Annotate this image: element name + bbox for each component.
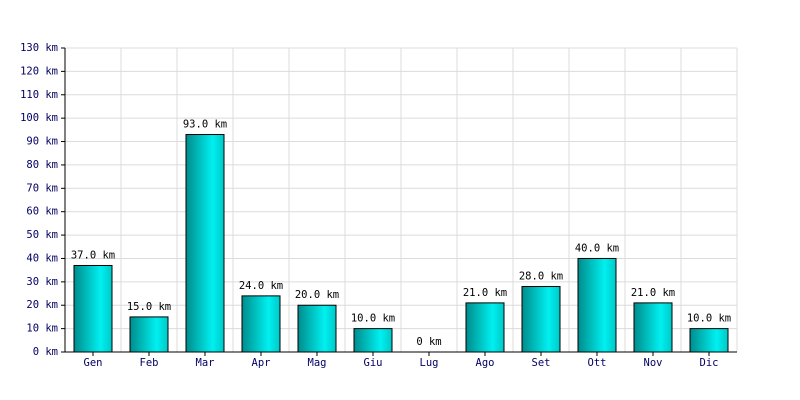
y-tick-label: 40 km <box>26 252 58 264</box>
x-tick-label: Mar <box>196 357 215 369</box>
bar <box>129 316 169 353</box>
x-tick-label: Apr <box>252 357 271 369</box>
data-label: 93.0 km <box>183 119 227 131</box>
bar <box>465 302 505 353</box>
data-label: 21.0 km <box>631 287 675 299</box>
data-label: 37.0 km <box>71 249 115 261</box>
data-label: 10.0 km <box>351 313 395 325</box>
data-label: 28.0 km <box>519 271 563 283</box>
data-label: 40.0 km <box>575 242 619 254</box>
bar <box>353 328 393 353</box>
data-label: 15.0 km <box>127 301 171 313</box>
y-tick-label: 110 km <box>20 89 58 101</box>
y-tick-label: 70 km <box>26 182 58 194</box>
x-tick-label: Feb <box>140 357 159 369</box>
y-tick-label: 120 km <box>20 65 58 77</box>
x-tick-label: Ott <box>588 357 607 369</box>
y-tick-label: 80 km <box>26 159 58 171</box>
y-tick-label: 60 km <box>26 206 58 218</box>
bar <box>633 302 673 353</box>
data-label: 20.0 km <box>295 289 339 301</box>
bar <box>689 328 729 353</box>
x-tick-label: Giu <box>364 357 383 369</box>
y-tick-label: 90 km <box>26 136 58 148</box>
y-tick-label: 0 km <box>33 346 58 358</box>
bar <box>185 134 225 353</box>
bar <box>73 264 113 353</box>
y-tick-label: 10 km <box>26 323 58 335</box>
y-tick-label: 50 km <box>26 229 58 241</box>
data-label: 10.0 km <box>687 313 731 325</box>
y-tick-label: 100 km <box>20 112 58 124</box>
data-label: 21.0 km <box>463 287 507 299</box>
bar <box>241 295 281 353</box>
bar <box>577 257 617 353</box>
x-tick-label: Nov <box>644 357 663 369</box>
x-tick-label: Mag <box>308 357 327 369</box>
bar <box>297 304 337 353</box>
y-tick-label: 20 km <box>26 299 58 311</box>
data-label: 24.0 km <box>239 280 283 292</box>
x-tick-label: Dic <box>700 357 719 369</box>
y-tick-label: 130 km <box>20 42 58 54</box>
x-tick-label: Set <box>532 357 551 369</box>
x-tick-label: Lug <box>420 357 439 369</box>
bar <box>521 286 561 353</box>
y-tick-label: 30 km <box>26 276 58 288</box>
data-label: 0 km <box>416 336 441 348</box>
x-tick-label: Ago <box>476 357 495 369</box>
x-tick-label: Gen <box>84 357 103 369</box>
